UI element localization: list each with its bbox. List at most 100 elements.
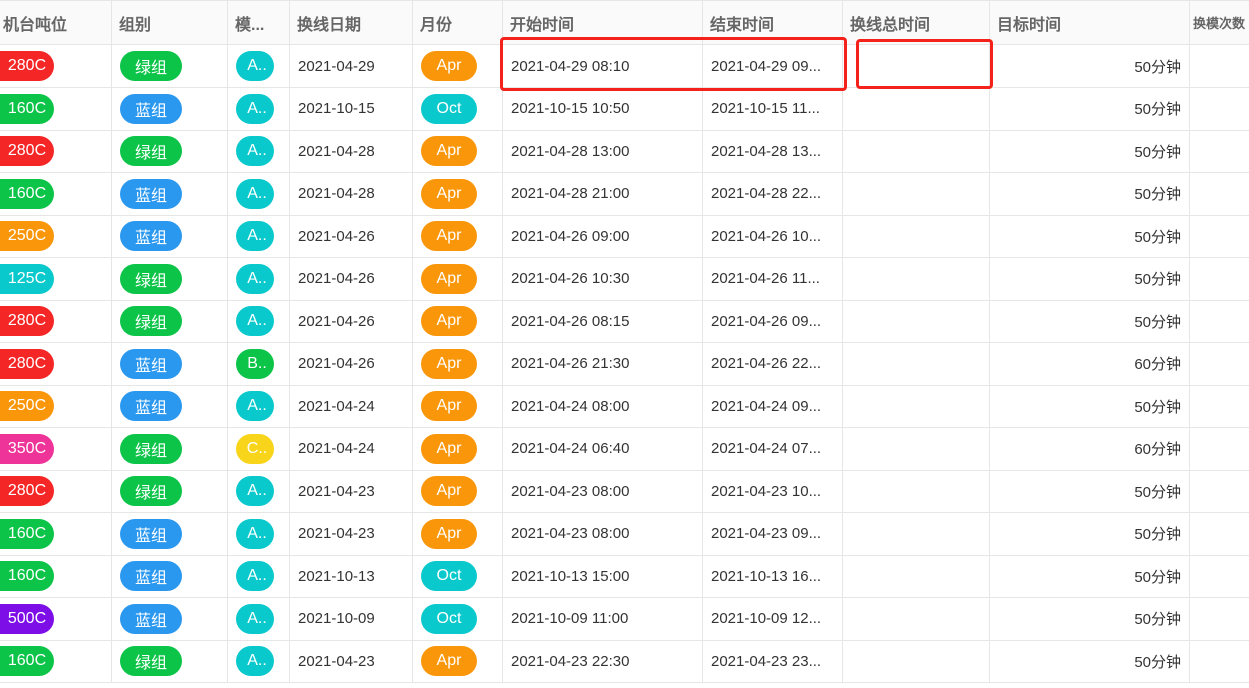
cell-start[interactable]: 2021-10-09 11:00 [503,597,703,640]
cell-end[interactable]: 2021-04-24 09... [703,385,843,427]
cell-group[interactable]: 蓝组 [112,87,228,130]
header-end[interactable]: 结束时间 [703,1,843,44]
cell-group[interactable]: 绿组 [112,427,228,470]
cell-month[interactable]: Apr [413,130,503,172]
cell-tonnage[interactable]: 160C [0,640,112,682]
table-row[interactable]: 280C 绿组 A.. 2021-04-23 Apr 2021-04-23 08:00 20… [0,470,1249,513]
cell-group[interactable]: 蓝组 [112,172,228,215]
cell-target[interactable]: 60分钟 [990,427,1190,470]
cell-total[interactable] [843,257,990,300]
cell-start[interactable]: 2021-04-28 13:00 [503,130,703,172]
cell-total[interactable] [843,385,990,427]
cell-total[interactable] [843,45,990,87]
cell-target[interactable]: 50分钟 [990,45,1190,87]
header-tonnage[interactable]: 机台吨位 [0,1,112,44]
cell-month[interactable]: Apr [413,342,503,385]
cell-month[interactable]: Apr [413,215,503,257]
cell-tonnage[interactable]: 280C [0,470,112,512]
cell-changes[interactable] [1190,555,1249,597]
cell-changes[interactable] [1190,45,1249,87]
cell-start[interactable]: 2021-04-24 08:00 [503,385,703,427]
cell-target[interactable]: 50分钟 [990,300,1190,342]
cell-month[interactable]: Oct [413,597,503,640]
cell-start[interactable]: 2021-04-29 08:10 [503,45,703,87]
cell-target[interactable]: 50分钟 [990,172,1190,215]
cell-mold[interactable]: B.. [228,342,290,385]
table-row[interactable]: 160C 蓝组 A.. 2021-10-15 Oct 2021-10-15 10:50 20… [0,87,1249,131]
cell-start[interactable]: 2021-04-24 06:40 [503,427,703,470]
cell-mold[interactable]: A.. [228,215,290,257]
cell-target[interactable]: 60分钟 [990,342,1190,385]
table-row[interactable]: 250C 蓝组 A.. 2021-04-24 Apr 2021-04-24 08:00 20… [0,385,1249,428]
cell-start[interactable]: 2021-04-26 09:00 [503,215,703,257]
cell-changes[interactable] [1190,513,1249,555]
cell-end[interactable]: 2021-04-23 09... [703,512,843,555]
header-date[interactable]: 换线日期 [290,1,413,44]
cell-target[interactable]: 50分钟 [990,640,1190,682]
cell-end[interactable]: 2021-04-28 13... [703,130,843,172]
cell-group[interactable]: 绿组 [112,300,228,342]
cell-changes[interactable] [1190,640,1249,682]
cell-end[interactable]: 2021-04-26 09... [703,300,843,342]
cell-group[interactable]: 绿组 [112,45,228,87]
cell-start[interactable]: 2021-04-28 21:00 [503,172,703,215]
table-row[interactable]: 500C 蓝组 A.. 2021-10-09 Oct 2021-10-09 11:00 20… [0,597,1249,641]
cell-month[interactable]: Apr [413,470,503,512]
table-row[interactable]: 160C 蓝组 A.. 2021-04-28 Apr 2021-04-28 21:00 20… [0,172,1249,216]
cell-date[interactable]: 2021-04-26 [290,215,413,257]
table-row[interactable]: 250C 蓝组 A.. 2021-04-26 Apr 2021-04-26 09:00 20… [0,215,1249,258]
cell-end[interactable]: 2021-04-23 10... [703,470,843,512]
header-group[interactable]: 组别 [112,1,228,44]
cell-end[interactable]: 2021-04-26 22... [703,342,843,385]
cell-changes[interactable] [1190,215,1249,257]
cell-month[interactable]: Oct [413,555,503,597]
cell-date[interactable]: 2021-04-26 [290,342,413,385]
cell-target[interactable]: 50分钟 [990,597,1190,640]
cell-group[interactable]: 绿组 [112,130,228,172]
cell-end[interactable]: 2021-04-24 07... [703,427,843,470]
table-row[interactable]: 350C 绿组 C.. 2021-04-24 Apr 2021-04-24 06:40 20… [0,427,1249,471]
cell-total[interactable] [843,427,990,470]
cell-tonnage[interactable]: 160C [0,87,112,130]
cell-changes[interactable] [1190,428,1249,470]
cell-group[interactable]: 蓝组 [112,512,228,555]
cell-end[interactable]: 2021-04-26 10... [703,215,843,257]
table-row[interactable]: 125C 绿组 A.. 2021-04-26 Apr 2021-04-26 10:30 20… [0,257,1249,301]
table-row[interactable]: 280C 绿组 A.. 2021-04-28 Apr 2021-04-28 13:00 20… [0,130,1249,173]
cell-group[interactable]: 蓝组 [112,342,228,385]
cell-group[interactable]: 蓝组 [112,555,228,597]
cell-changes[interactable] [1190,258,1249,300]
cell-mold[interactable]: A.. [228,172,290,215]
cell-month[interactable]: Apr [413,512,503,555]
cell-mold[interactable]: A.. [228,640,290,682]
cell-start[interactable]: 2021-04-23 08:00 [503,512,703,555]
header-month[interactable]: 月份 [413,1,503,44]
cell-mold[interactable]: A.. [228,597,290,640]
cell-tonnage[interactable]: 250C [0,385,112,427]
cell-tonnage[interactable]: 160C [0,555,112,597]
cell-date[interactable]: 2021-04-23 [290,470,413,512]
cell-month[interactable]: Apr [413,427,503,470]
cell-changes[interactable] [1190,470,1249,512]
cell-group[interactable]: 蓝组 [112,597,228,640]
table-row[interactable]: 280C 绿组 A.. 2021-04-26 Apr 2021-04-26 08:15 20… [0,300,1249,343]
cell-mold[interactable]: A.. [228,45,290,87]
cell-start[interactable]: 2021-04-23 08:00 [503,470,703,512]
table-row[interactable]: 160C 蓝组 A.. 2021-04-23 Apr 2021-04-23 08:00 20… [0,512,1249,556]
cell-tonnage[interactable]: 350C [0,427,112,470]
cell-changes[interactable] [1190,173,1249,215]
cell-date[interactable]: 2021-10-15 [290,87,413,130]
cell-total[interactable] [843,342,990,385]
cell-total[interactable] [843,172,990,215]
cell-month[interactable]: Apr [413,385,503,427]
cell-end[interactable]: 2021-04-29 09... [703,45,843,87]
cell-total[interactable] [843,597,990,640]
cell-start[interactable]: 2021-04-26 21:30 [503,342,703,385]
cell-date[interactable]: 2021-04-23 [290,512,413,555]
cell-changes[interactable] [1190,130,1249,172]
cell-start[interactable]: 2021-10-15 10:50 [503,87,703,130]
cell-total[interactable] [843,87,990,130]
cell-total[interactable] [843,640,990,682]
cell-mold[interactable]: A.. [228,470,290,512]
cell-changes[interactable] [1190,385,1249,427]
